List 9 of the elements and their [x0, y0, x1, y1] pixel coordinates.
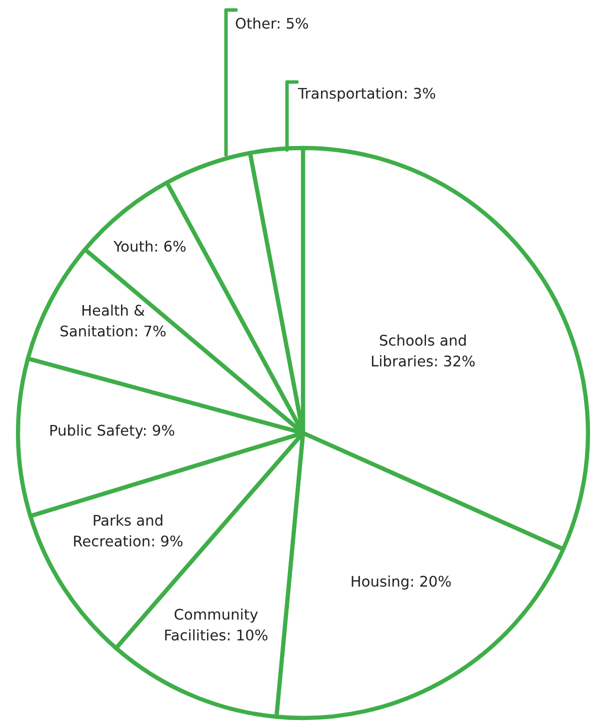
- slice-label: Transportation: 3%: [298, 88, 436, 102]
- slice-label: Housing: 20%: [352, 576, 451, 590]
- slice-label: Public Safety: 9%: [50, 424, 174, 439]
- slice-label: Youth: 6%: [114, 240, 186, 252]
- slice-label: Health & Sanitation: 7%: [60, 304, 166, 337]
- slice-label: Community Facilities: 10%: [165, 608, 268, 641]
- slice-label: Other: 5%: [236, 18, 308, 29]
- slice-label: Parks and Recreation: 9%: [74, 514, 183, 547]
- slice-label: Schools and Libraries: 32%: [372, 334, 475, 367]
